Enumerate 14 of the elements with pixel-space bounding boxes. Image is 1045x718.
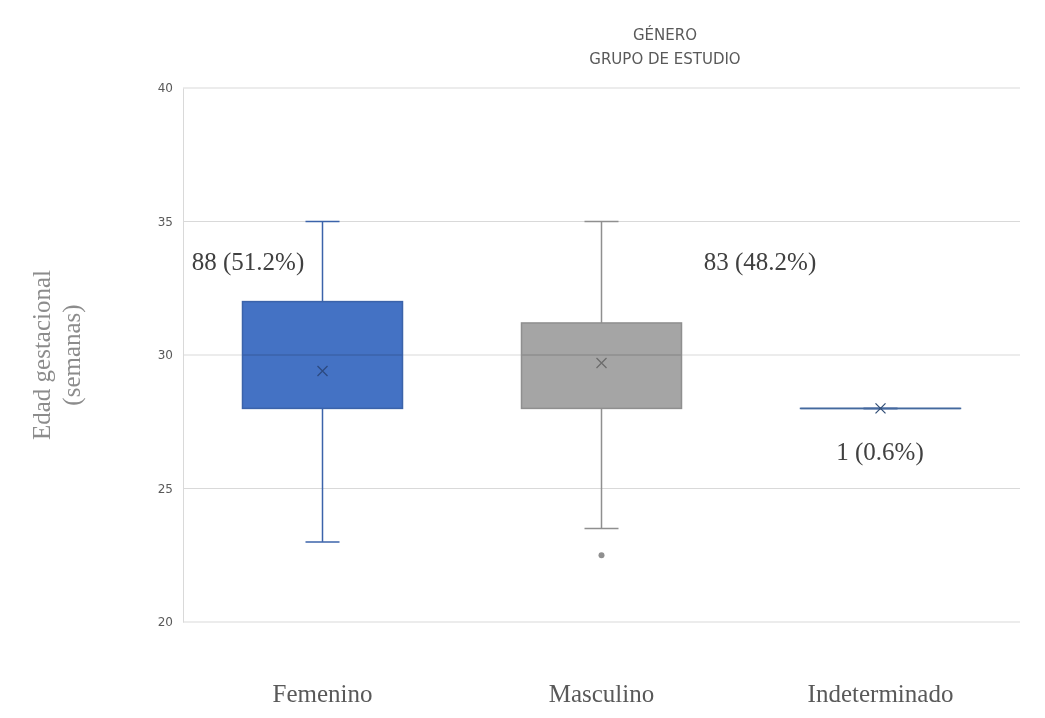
- y-tick-label: 20: [157, 615, 173, 630]
- y-tick-label: 40: [157, 81, 173, 96]
- chart-subtitle: GRUPO DE ESTUDIO: [589, 50, 741, 68]
- chart-title: GÉNERO: [632, 25, 698, 44]
- y-tick-label: 25: [157, 481, 173, 496]
- y-tick-label: 35: [157, 214, 173, 229]
- annotation: 88 (51.2%): [191, 248, 305, 276]
- x-tick-label: Femenino: [272, 680, 373, 707]
- annotation: 83 (48.2%): [703, 248, 817, 276]
- x-tick-label: Indeterminado: [807, 680, 954, 707]
- y-tick-label: 30: [157, 348, 173, 363]
- y-axis-title: Edad gestacional (semanas): [28, 269, 86, 441]
- annotation: 1 (0.6%): [836, 438, 924, 466]
- x-tick-label: Masculino: [548, 680, 655, 707]
